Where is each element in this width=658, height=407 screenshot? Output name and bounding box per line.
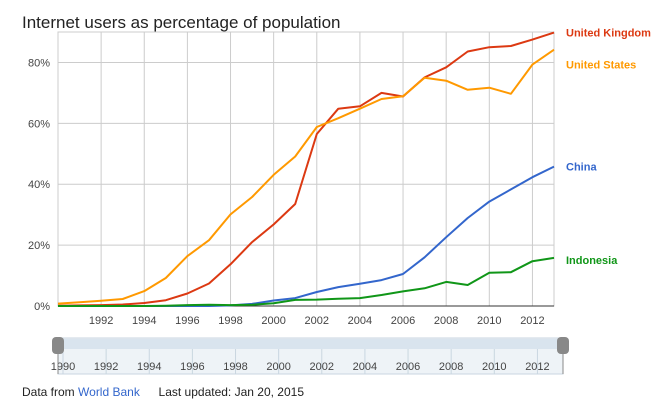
series-lines	[57, 31, 555, 307]
range-tick-label: 2002	[310, 361, 334, 373]
y-tick-label: 60%	[28, 118, 50, 130]
range-tick-label: 2006	[396, 361, 420, 373]
source-link[interactable]: World Bank	[78, 385, 140, 399]
range-tick-label: 2012	[525, 361, 549, 373]
range-tick-label: 1998	[223, 361, 247, 373]
y-tick-label: 40%	[28, 179, 50, 191]
chart-title: Internet users as percentage of populati…	[22, 13, 341, 32]
y-tick-label: 0%	[34, 301, 50, 313]
series-label-united-states: United States	[566, 60, 636, 72]
x-tick-label: 2000	[261, 315, 285, 327]
range-tick-label: 1992	[94, 361, 118, 373]
y-tick-label: 80%	[28, 57, 50, 69]
y-tick-label: 20%	[28, 240, 50, 252]
range-tick-label: 1996	[180, 361, 204, 373]
updated-value: Jan 20, 2015	[234, 385, 305, 399]
range-tick-label: 2000	[266, 361, 290, 373]
x-tick-label: 2010	[477, 315, 501, 327]
range-selection[interactable]	[63, 339, 559, 349]
range-tick-label: 2008	[439, 361, 463, 373]
x-tick-label: 2002	[305, 315, 329, 327]
range-tick-label: 1994	[137, 361, 161, 373]
y-axis-ticks: 0% 20% 40% 60% 80%	[28, 57, 50, 313]
range-tick-label: 2004	[353, 361, 377, 373]
range-handle-left[interactable]	[52, 337, 64, 354]
series-label-united-kingdom: United Kingdom	[566, 28, 651, 40]
range-tick-label: 2010	[482, 361, 506, 373]
x-tick-label: 1996	[175, 315, 199, 327]
x-tick-label: 1992	[89, 315, 113, 327]
series-line-united-kingdom	[57, 31, 555, 307]
updated-label: Last updated:	[158, 385, 232, 399]
x-axis-ticks: 1992 1994 1996 1998 2000 2002 2004 2006 2008 2010…	[89, 315, 545, 327]
source-prefix: Data from	[22, 385, 75, 399]
x-tick-label: 2008	[434, 315, 458, 327]
x-tick-label: 1994	[132, 315, 156, 327]
series-label-china: China	[566, 162, 597, 174]
series-line-indonesia	[58, 256, 555, 307]
series-label-indonesia: Indonesia	[566, 255, 618, 267]
x-tick-label: 2004	[348, 315, 372, 327]
x-tick-label: 1998	[218, 315, 242, 327]
footer: Data from World Bank Last updated: Jan 2…	[22, 385, 304, 399]
x-tick-label: 2012	[520, 315, 544, 327]
x-tick-label: 2006	[391, 315, 415, 327]
line-chart: 0% 20% 40% 60% 80% 1992 1994 1996 1998 2000 2002 2…	[28, 28, 651, 375]
range-selector[interactable]: 1990 1992 1994 1996 1998 2000 2002 2004 2006 2008…	[51, 337, 569, 375]
series-labels: United Kingdom United States China Indonesi…	[566, 28, 651, 267]
range-tick-label: 1990	[51, 361, 75, 373]
range-handle-right[interactable]	[557, 337, 569, 354]
range-ticks: 1990 1992 1994 1996 1998 2000 2002 2004 2006 2008…	[51, 349, 550, 374]
series-line-united-states	[57, 48, 555, 305]
grid	[58, 32, 554, 307]
